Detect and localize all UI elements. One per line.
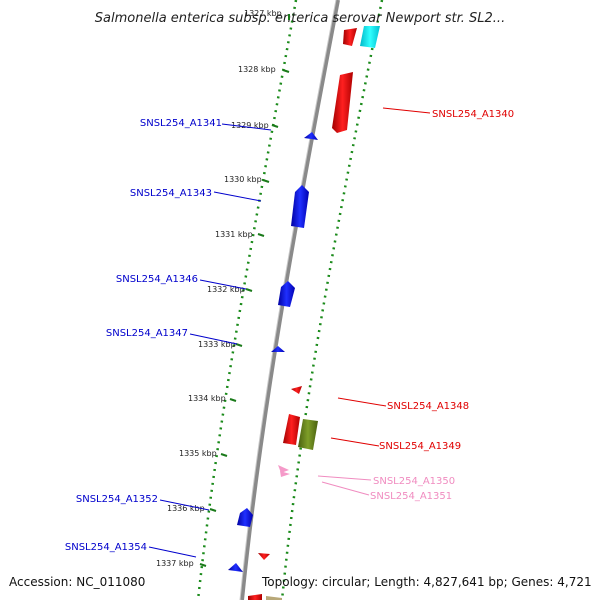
kbp-label: 1329 kbp xyxy=(231,121,269,130)
gene-feature-red-bottom[interactable] xyxy=(248,594,262,600)
kbp-label: 1327 kbp xyxy=(244,9,282,18)
kbp-label: 1331 kbp xyxy=(215,230,253,239)
gene-feature-a1340[interactable] xyxy=(332,72,353,133)
kbp-label: 1336 kbp xyxy=(167,504,205,513)
gene-feature-a1341[interactable] xyxy=(304,132,318,140)
gene-feature-olive-bottom[interactable] xyxy=(266,596,282,600)
gene-feature-a1348[interactable] xyxy=(291,386,302,394)
gene-label[interactable]: SNSL254_A1351 xyxy=(370,491,452,502)
gene-feature-a1347[interactable] xyxy=(271,346,285,352)
kbp-ticks xyxy=(199,14,290,567)
forward-strand-ring xyxy=(280,0,384,600)
gene-label[interactable]: SNSL254_A1340 xyxy=(432,109,514,120)
gene-feature-olive[interactable] xyxy=(298,419,318,450)
gene-feature-a1354[interactable] xyxy=(228,563,243,572)
gene-feature-a1343[interactable] xyxy=(291,185,309,228)
kbp-label: 1330 kbp xyxy=(224,175,262,184)
map-title: Salmonella enterica subsp. enterica sero… xyxy=(95,11,505,26)
gene-label[interactable]: SNSL254_A1350 xyxy=(373,476,455,487)
gene-label[interactable]: SNSL254_A1347 xyxy=(106,328,188,339)
accession-label: Accession: NC_011080 xyxy=(9,575,146,589)
kbp-label: 1334 kbp xyxy=(188,394,226,403)
gene-feature-a1350[interactable] xyxy=(278,465,289,473)
gene-label[interactable]: SNSL254_A1341 xyxy=(140,118,222,129)
forward-genes xyxy=(248,26,380,600)
gene-feature-a1352[interactable] xyxy=(237,508,253,527)
kbp-label: 1333 kbp xyxy=(198,340,236,349)
label-leader-lines xyxy=(148,107,431,558)
gene-label[interactable]: SNSL254_A1348 xyxy=(387,401,469,412)
gene-feature-a1351[interactable] xyxy=(280,471,290,477)
gene-feature-cyan-top[interactable] xyxy=(360,26,380,48)
gene-feature-red-small[interactable] xyxy=(258,553,270,560)
reverse-strand-ring xyxy=(196,0,298,600)
gene-label[interactable]: SNSL254_A1352 xyxy=(76,494,158,505)
kbp-label: 1337 kbp xyxy=(156,559,194,568)
gene-feature-red-top[interactable] xyxy=(343,28,357,46)
gene-feature-a1346[interactable] xyxy=(278,281,295,307)
gene-feature-a1349[interactable] xyxy=(283,414,300,445)
gene-label[interactable]: SNSL254_A1354 xyxy=(65,542,147,553)
kbp-label-group: 1327 kbp 1328 kbp 1329 kbp 1330 kbp 1331… xyxy=(156,9,282,568)
kbp-label: 1335 kbp xyxy=(179,449,217,458)
gene-labels: SNSL254_A1340 SNSL254_A1341 SNSL254_A134… xyxy=(65,109,514,553)
gene-label[interactable]: SNSL254_A1343 xyxy=(130,188,212,199)
gene-label[interactable]: SNSL254_A1346 xyxy=(116,274,198,285)
topology-label: Topology: circular; Length: 4,827,641 bp… xyxy=(262,575,592,589)
kbp-label: 1332 kbp xyxy=(207,285,245,294)
reverse-genes xyxy=(228,132,318,572)
gene-label[interactable]: SNSL254_A1349 xyxy=(379,441,461,452)
kbp-label: 1328 kbp xyxy=(238,65,276,74)
